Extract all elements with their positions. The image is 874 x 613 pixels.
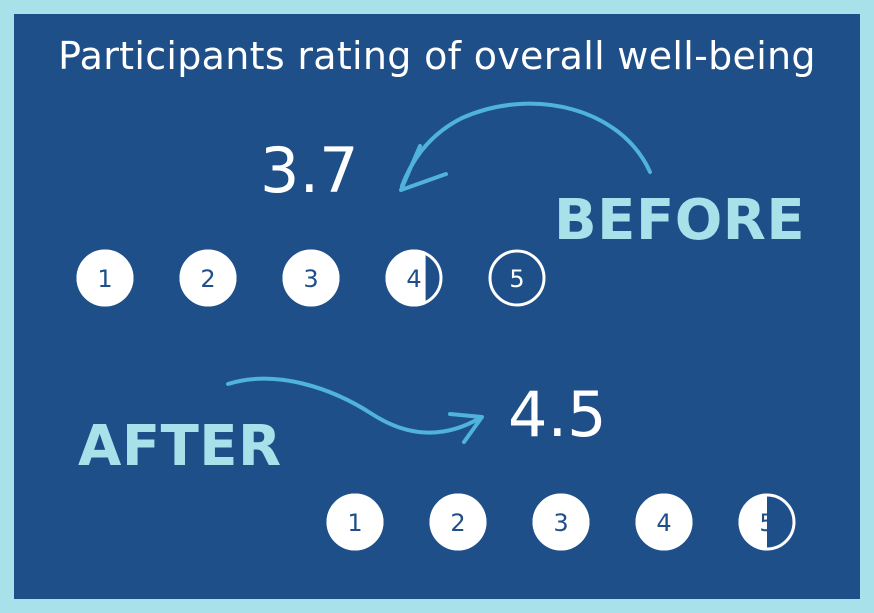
rating-circle-4: 4	[385, 249, 443, 307]
before-value: 3.7	[260, 134, 359, 207]
before-label: BEFORE	[554, 188, 806, 253]
rating-row-after: 1 2 3 4 5	[326, 493, 796, 551]
chart-title: Participants rating of overall well-bein…	[58, 34, 816, 78]
rating-circle-1: 1	[76, 249, 134, 307]
after-label: AFTER	[78, 414, 282, 479]
infographic-panel: Participants rating of overall well-bein…	[14, 14, 860, 599]
circle-fill	[635, 493, 693, 551]
rating-circle-5: 5	[488, 249, 546, 307]
circle-fill	[532, 493, 590, 551]
circle-fill	[738, 493, 767, 551]
circle-fill	[385, 249, 426, 307]
before-arrow	[400, 101, 652, 188]
rating-circle-3: 3	[532, 493, 590, 551]
circle-number: 4	[656, 509, 671, 537]
arrows	[226, 101, 652, 444]
circle-number: 5	[759, 509, 774, 537]
rating-circle-4: 4	[635, 493, 693, 551]
rating-circle-5: 5	[738, 493, 796, 551]
circle-fill	[326, 493, 384, 551]
circle-fill	[76, 249, 134, 307]
circle-outline	[488, 249, 546, 307]
before-arrowhead	[399, 144, 448, 192]
after-arrow	[226, 376, 482, 435]
circle-number: 2	[200, 265, 215, 293]
circle-number: 1	[97, 265, 112, 293]
circle-fill	[179, 249, 237, 307]
circle-number: 3	[553, 509, 568, 537]
chart-graphics: 1 2 3 4 5 1 2 3 4 5	[76, 101, 796, 551]
rating-circle-1: 1	[326, 493, 384, 551]
circle-fill	[282, 249, 340, 307]
circle-number: 1	[347, 509, 362, 537]
rating-row-before: 1 2 3 4 5	[76, 249, 546, 307]
after-arrowhead	[448, 412, 484, 444]
rating-circle-2: 2	[179, 249, 237, 307]
circle-number: 3	[303, 265, 318, 293]
circle-number: 5	[509, 265, 524, 293]
circle-number: 2	[450, 509, 465, 537]
rating-circle-3: 3	[282, 249, 340, 307]
rating-circle-2: 2	[429, 493, 487, 551]
circle-fill	[429, 493, 487, 551]
after-value: 4.5	[508, 378, 607, 451]
circle-number: 4	[406, 265, 421, 293]
